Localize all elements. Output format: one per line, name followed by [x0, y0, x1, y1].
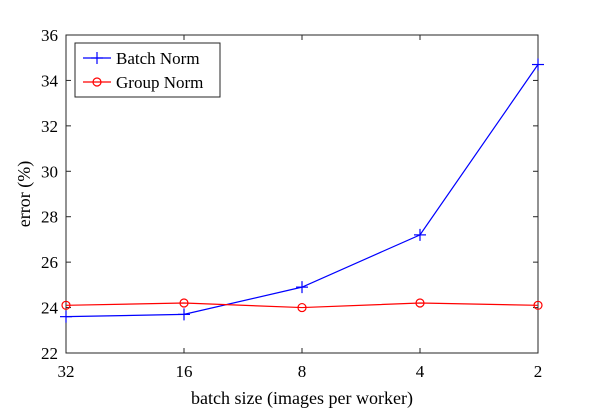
- data-point: [61, 300, 71, 310]
- data-point: [179, 298, 189, 308]
- x-axis-label: batch size (images per worker): [191, 388, 413, 409]
- data-point: [415, 298, 425, 308]
- y-tick-label: 28: [41, 208, 58, 227]
- series-layer: [60, 58, 544, 323]
- y-tick-label: 30: [41, 162, 58, 181]
- data-point: [297, 302, 307, 313]
- x-tick-label: 16: [176, 362, 193, 381]
- legend-label: Batch Norm: [116, 49, 200, 68]
- y-tick-label: 26: [41, 253, 58, 272]
- data-point: [532, 58, 544, 71]
- x-tick-label: 4: [416, 362, 425, 381]
- legend-marker: [91, 52, 103, 64]
- data-point: [414, 228, 426, 241]
- y-tick-label: 24: [41, 299, 59, 318]
- legend-label: Group Norm: [116, 73, 203, 92]
- data-point: [178, 308, 190, 321]
- data-point: [296, 281, 308, 294]
- y-axis-label: error (%): [14, 161, 35, 227]
- x-tick-label: 32: [58, 362, 75, 381]
- series-line-group-norm: [65, 302, 539, 309]
- y-tick-label: 36: [41, 26, 58, 45]
- legend-box: [74, 42, 221, 98]
- data-point: [533, 300, 543, 310]
- x-tick-label: 2: [534, 362, 543, 381]
- y-tick-label: 22: [41, 344, 58, 363]
- data-point: [60, 310, 72, 323]
- axis-ticks: 22 24 26 28 30 32 34 36 32 16 8 4 2: [41, 26, 542, 381]
- legend-marker: [92, 77, 102, 87]
- y-tick-label: 34: [41, 71, 59, 90]
- y-tick-label: 32: [41, 117, 58, 136]
- x-tick-label: 8: [298, 362, 307, 381]
- legend: Batch Norm Group Norm: [74, 42, 221, 98]
